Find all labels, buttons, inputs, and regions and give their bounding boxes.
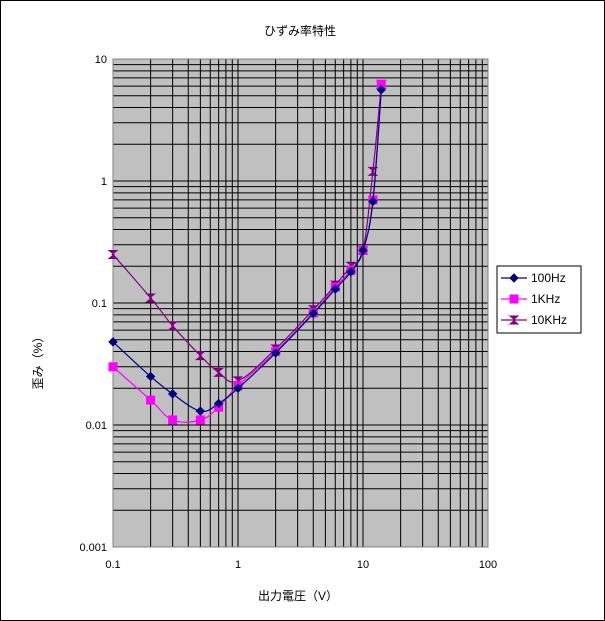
- legend-label: 100Hz: [531, 271, 566, 285]
- x-axis-label: 出力電圧（V）: [258, 589, 338, 603]
- legend: 100Hz 1KHz 10KHz: [496, 265, 582, 334]
- data-point: [195, 406, 206, 416]
- y-tick-label: 0.01: [86, 420, 107, 432]
- x-tick-label: 0.1: [105, 559, 120, 571]
- legend-marker: [508, 315, 520, 325]
- data-point: [346, 267, 356, 277]
- data-point: [195, 415, 205, 425]
- plot-border: [112, 58, 489, 548]
- data-point: [308, 308, 318, 319]
- data-point: [330, 284, 340, 294]
- data-point: [167, 389, 178, 399]
- legend-label: 10KHz: [531, 313, 567, 327]
- data-point: [167, 321, 179, 331]
- data-point: [145, 293, 157, 303]
- data-point: [358, 245, 368, 256]
- data-point: [367, 166, 379, 176]
- series-100hz: [108, 85, 386, 416]
- legend-item: 100Hz: [501, 271, 566, 285]
- data-point: [368, 196, 378, 207]
- legend-item: 1KHz: [501, 292, 560, 306]
- y-tick-label: 10: [95, 54, 107, 66]
- x-tick-label: 100: [479, 559, 497, 571]
- tick-labels: 0.1 1 10 100 0.001 0.01 0.1 1 10: [79, 54, 497, 571]
- legend-marker: [509, 294, 519, 304]
- data-point: [146, 395, 156, 405]
- data-point: [213, 398, 224, 409]
- plot-area: 0.1 1 10 100 0.001 0.01 0.1 1 10: [79, 54, 497, 571]
- legend-label: 1KHz: [531, 292, 560, 306]
- y-tick-label: 1: [101, 176, 107, 188]
- data-point: [213, 367, 225, 377]
- data-point: [194, 351, 206, 361]
- data-point: [108, 337, 118, 347]
- grid: [112, 59, 488, 548]
- data-point: [108, 362, 118, 372]
- data-point: [233, 383, 243, 393]
- x-tick-label: 1: [235, 559, 241, 571]
- data-point: [107, 249, 119, 259]
- legend-item: 10KHz: [501, 313, 567, 327]
- data-point: [376, 85, 386, 95]
- data-point: [168, 415, 178, 425]
- chart-title: ひずみ率特性: [264, 23, 336, 38]
- y-tick-label: 0.1: [92, 298, 107, 310]
- data-point: [270, 348, 281, 358]
- y-tick-label: 0.001: [79, 542, 107, 554]
- x-tick-label: 10: [357, 559, 369, 571]
- data-point: [145, 371, 156, 382]
- legend-marker: [509, 273, 519, 283]
- y-axis-label: 歪み（%）: [31, 331, 45, 390]
